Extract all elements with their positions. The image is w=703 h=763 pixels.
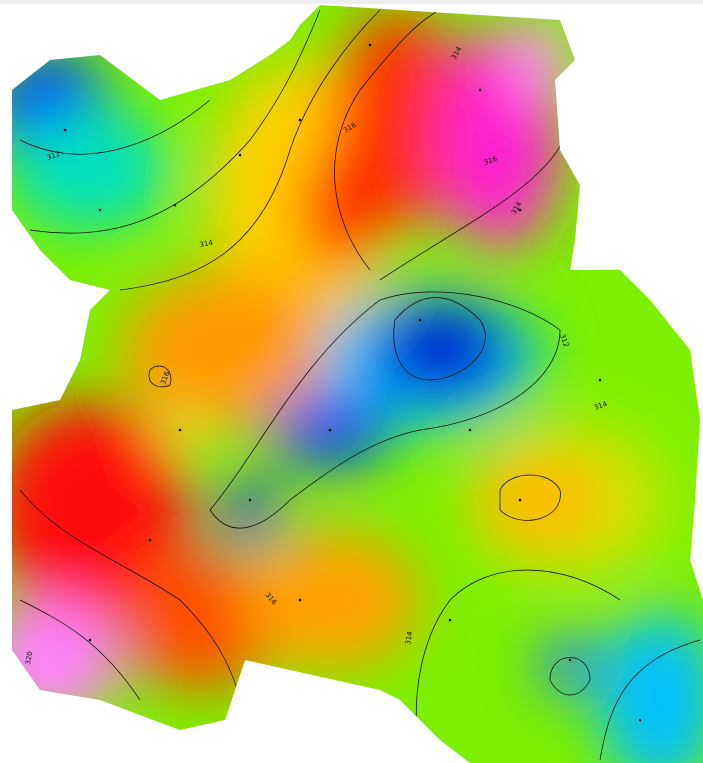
sample-point <box>238 153 242 157</box>
color-field <box>12 10 703 763</box>
contour-label: 320 <box>24 651 34 666</box>
sample-point <box>518 208 522 212</box>
sample-point <box>638 718 642 722</box>
contour-line <box>29 9 321 234</box>
sample-point <box>598 378 602 382</box>
color-blob <box>300 150 380 270</box>
contour-line <box>148 365 172 388</box>
contour-line <box>334 9 441 271</box>
contour-line <box>209 291 561 529</box>
contour-label: 314 <box>199 239 214 249</box>
sample-point <box>368 43 372 47</box>
sample-point <box>98 208 102 212</box>
sample-point <box>568 658 572 662</box>
color-blob <box>220 480 280 540</box>
contour-line <box>393 297 486 381</box>
sample-point <box>298 598 302 602</box>
color-blob <box>12 400 190 620</box>
contour-line <box>415 569 621 761</box>
sample-point <box>448 618 452 622</box>
sample-point <box>468 428 472 432</box>
color-blob <box>600 610 703 763</box>
sample-point <box>478 88 482 92</box>
sample-point <box>298 118 302 122</box>
contour-line <box>19 599 141 701</box>
contour-line <box>499 474 561 521</box>
sample-point <box>173 203 177 207</box>
color-blob <box>370 300 510 400</box>
color-blob <box>12 110 170 230</box>
sample-point <box>88 638 92 642</box>
color-blob <box>510 20 570 100</box>
contour-line <box>549 657 591 696</box>
contour-label: 314 <box>404 630 414 645</box>
contour-line <box>119 9 381 291</box>
sample-points <box>63 43 642 722</box>
color-blob <box>120 270 340 430</box>
sample-point <box>518 498 522 502</box>
contour-line <box>19 99 211 155</box>
color-blob <box>540 635 600 695</box>
sample-point <box>248 498 252 502</box>
contour-lines <box>19 9 701 761</box>
contour-line <box>19 489 241 701</box>
sample-point <box>63 128 67 132</box>
sample-point <box>328 428 332 432</box>
color-blob <box>470 420 670 580</box>
sample-point <box>148 538 152 542</box>
color-blob <box>240 530 420 670</box>
sample-point <box>418 318 422 322</box>
contour-line <box>599 639 701 761</box>
color-blob <box>120 550 280 690</box>
sample-point <box>178 428 182 432</box>
top-border <box>0 0 703 4</box>
